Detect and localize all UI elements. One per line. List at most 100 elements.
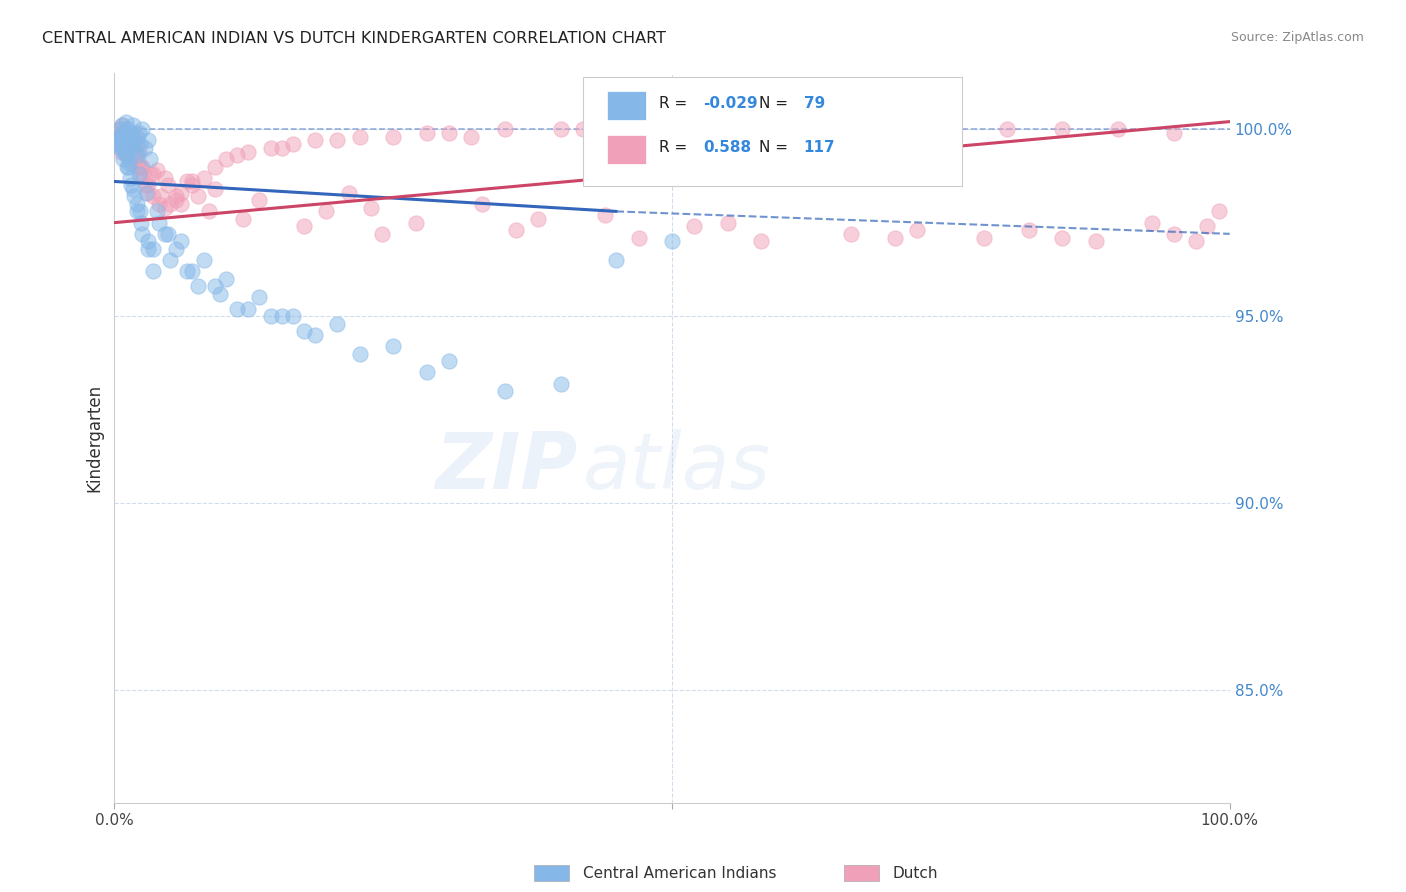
Point [281, 137, 304, 152]
Point [437, 354, 460, 368]
Point [170, 186, 193, 200]
Point [131, 160, 153, 174]
Point [627, 230, 650, 244]
Point [165, 242, 187, 256]
Point [415, 365, 437, 379]
Point [150, 189, 173, 203]
Point [153, 201, 176, 215]
Point [117, 137, 139, 152]
Point [159, 253, 181, 268]
Point [124, 145, 146, 159]
Point [292, 324, 315, 338]
Point [661, 235, 683, 249]
Point [111, 137, 134, 152]
Point [494, 122, 516, 136]
Point [112, 126, 135, 140]
Point [165, 193, 187, 207]
FancyBboxPatch shape [607, 91, 647, 120]
Point [165, 189, 187, 203]
Point [114, 148, 136, 162]
Point [125, 197, 148, 211]
Point [405, 216, 427, 230]
Point [105, 133, 128, 147]
Point [112, 141, 135, 155]
Point [120, 148, 142, 162]
Point [118, 129, 141, 144]
Point [128, 145, 150, 159]
Point [129, 137, 152, 152]
Point [122, 182, 145, 196]
Point [108, 122, 131, 136]
Text: R =: R = [658, 140, 692, 155]
Point [120, 152, 142, 166]
Point [124, 152, 146, 166]
Point [128, 167, 150, 181]
Point [110, 145, 132, 159]
Point [124, 189, 146, 203]
Point [127, 148, 149, 162]
Point [129, 160, 152, 174]
Point [326, 133, 349, 147]
Point [118, 145, 141, 159]
Point [125, 137, 148, 152]
Point [939, 122, 962, 136]
Point [204, 182, 226, 196]
Point [120, 126, 142, 140]
Point [131, 227, 153, 241]
Point [118, 133, 141, 147]
Point [1163, 227, 1185, 241]
Point [471, 197, 494, 211]
Point [139, 152, 162, 166]
Point [146, 163, 169, 178]
Point [198, 204, 221, 219]
Point [1208, 204, 1230, 219]
Point [415, 126, 437, 140]
Point [125, 204, 148, 219]
Point [1018, 223, 1040, 237]
Point [204, 160, 226, 174]
Point [122, 119, 145, 133]
Point [156, 178, 179, 193]
Point [121, 129, 143, 144]
Point [125, 129, 148, 144]
Point [134, 141, 156, 155]
Point [204, 279, 226, 293]
Point [661, 122, 683, 136]
Point [153, 170, 176, 185]
Point [107, 129, 129, 144]
Point [136, 178, 159, 193]
FancyBboxPatch shape [583, 77, 962, 186]
Point [120, 178, 142, 193]
Point [129, 216, 152, 230]
Point [112, 152, 135, 166]
Point [1197, 219, 1219, 234]
Point [315, 204, 337, 219]
Point [148, 197, 170, 211]
Point [142, 167, 165, 181]
Point [973, 230, 995, 244]
Point [259, 309, 281, 323]
Point [772, 119, 794, 133]
Point [1052, 230, 1074, 244]
Text: R =: R = [658, 96, 692, 112]
Point [131, 122, 153, 136]
Point [114, 129, 136, 144]
Point [129, 204, 152, 219]
Point [170, 197, 193, 211]
Point [114, 114, 136, 128]
Point [193, 170, 215, 185]
Point [136, 133, 159, 147]
Point [226, 148, 249, 162]
Point [170, 235, 193, 249]
Point [136, 235, 159, 249]
Point [148, 216, 170, 230]
Point [132, 167, 155, 181]
Point [884, 230, 907, 244]
Text: atlas: atlas [583, 429, 770, 505]
Text: Source: ZipAtlas.com: Source: ZipAtlas.com [1230, 31, 1364, 45]
Point [111, 119, 134, 133]
Point [108, 122, 131, 136]
Point [125, 160, 148, 174]
Point [176, 174, 198, 188]
Point [995, 122, 1018, 136]
